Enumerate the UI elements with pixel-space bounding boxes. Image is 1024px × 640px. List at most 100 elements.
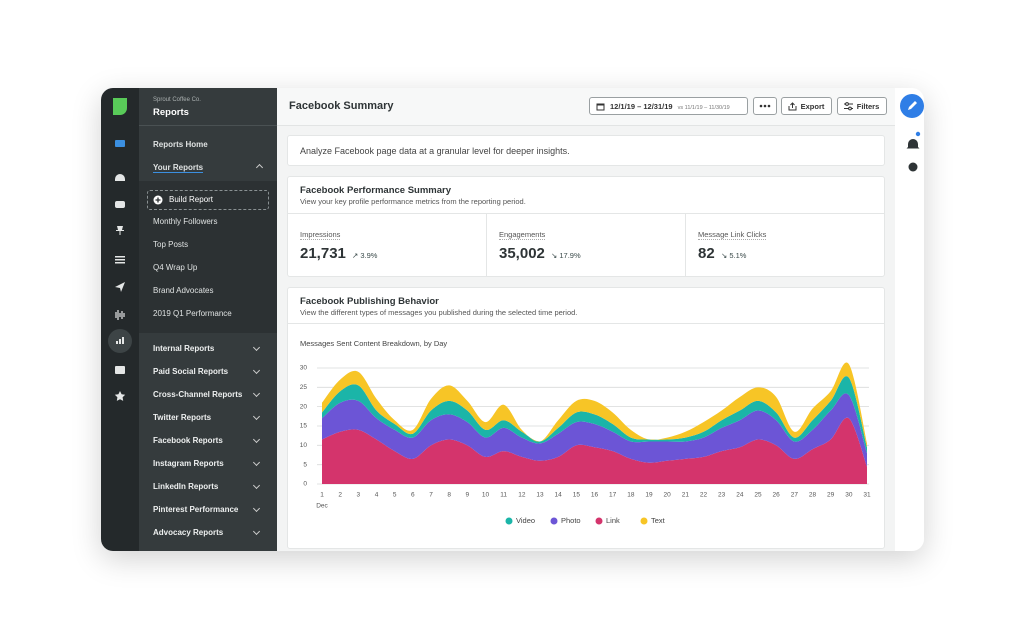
x-tick-label: 28 xyxy=(809,492,817,499)
nav-icon[interactable] xyxy=(116,226,124,235)
metric-value: 82 xyxy=(698,245,715,262)
metric-change: ↘ 5.1% xyxy=(721,251,747,260)
nav-icon[interactable] xyxy=(115,201,125,208)
nav-icon[interactable] xyxy=(115,366,125,374)
divider xyxy=(139,125,277,126)
rail-icons xyxy=(108,98,132,401)
x-tick-label: 24 xyxy=(736,492,744,499)
plus-icon xyxy=(153,195,163,205)
notification-dot xyxy=(915,131,921,137)
filters-button[interactable]: Filters xyxy=(837,97,887,115)
x-tick-label: 30 xyxy=(845,492,853,499)
logo xyxy=(113,98,127,115)
x-tick-label: 26 xyxy=(773,492,781,499)
nav-icon[interactable] xyxy=(115,310,125,320)
calendar-icon xyxy=(596,103,605,111)
x-tick-label: 21 xyxy=(682,492,690,499)
x-tick-label: 16 xyxy=(591,492,599,499)
metric-change: ↗ 3.9% xyxy=(352,251,378,260)
nav-link[interactable]: Reports Home xyxy=(153,140,208,149)
summary-card: Facebook Performance Summary View your k… xyxy=(287,176,885,277)
right-rail xyxy=(895,88,924,551)
x-tick-label: 17 xyxy=(609,492,617,499)
report-section[interactable]: Twitter Reports xyxy=(153,413,263,422)
card-subtitle: View the different types of messages you… xyxy=(300,308,578,317)
report-link[interactable]: Monthly Followers xyxy=(153,217,218,226)
x-tick-label: 3 xyxy=(357,492,361,499)
nav-icon[interactable] xyxy=(114,391,126,401)
export-icon xyxy=(788,102,797,111)
card-title: Facebook Performance Summary xyxy=(300,185,452,196)
nav-icon[interactable] xyxy=(116,337,124,344)
sidebar-title: Reports xyxy=(153,107,189,118)
chevron xyxy=(255,163,264,172)
divider xyxy=(288,213,884,214)
date-range: 12/1/19 – 12/31/19 xyxy=(610,102,673,111)
report-list: Build Report Monthly Followers Top Posts Q… xyxy=(139,181,277,333)
report-section[interactable]: Internal Reports xyxy=(153,344,263,353)
divider xyxy=(486,214,487,277)
x-tick-label: 29 xyxy=(827,492,835,499)
more-button[interactable] xyxy=(753,97,777,115)
x-tick-label: 9 xyxy=(466,492,470,499)
x-tick-label: 20 xyxy=(664,492,672,499)
legend-label: Link xyxy=(606,516,620,525)
metric-value: 21,731 xyxy=(300,245,346,262)
metric-label: Engagements xyxy=(499,230,546,240)
report-link[interactable]: Brand Advocates xyxy=(153,286,214,295)
x-period-label: Dec xyxy=(316,503,328,510)
x-tick-label: 5 xyxy=(393,492,397,499)
nav-link[interactable]: Your Reports xyxy=(153,163,204,173)
report-link[interactable]: Q4 Wrap Up xyxy=(153,263,198,272)
report-section[interactable]: Advocacy Reports xyxy=(153,528,263,537)
nav-icon[interactable] xyxy=(115,140,125,147)
legend-swatch xyxy=(550,517,558,525)
area xyxy=(322,376,867,454)
x-tick-label: 14 xyxy=(555,492,563,499)
chart: Messages Sent Content Breakdown, by Day … xyxy=(300,339,871,525)
report-section[interactable]: Instagram Reports xyxy=(153,459,263,468)
icon-rail xyxy=(101,88,139,551)
metric-label: Impressions xyxy=(300,230,341,240)
nav-icon[interactable] xyxy=(115,174,125,181)
page-title: Facebook Summary xyxy=(289,100,394,112)
report-section[interactable]: Paid Social Reports xyxy=(153,367,263,376)
build-report-label: Build Report xyxy=(169,195,214,204)
legend-label: Video xyxy=(516,516,535,525)
date-picker[interactable]: 12/1/19 – 12/31/19 vs 11/1/19 – 11/30/19 xyxy=(589,97,748,115)
intro-card: Analyze Facebook page data at a granular… xyxy=(287,135,885,166)
report-section[interactable]: Facebook Reports xyxy=(153,436,263,445)
legend-label: Text xyxy=(651,516,666,525)
x-tick-label: 1 xyxy=(320,492,324,499)
export-label: Export xyxy=(800,102,825,111)
nav-icon[interactable] xyxy=(115,282,125,292)
divider xyxy=(685,214,686,277)
report-section[interactable]: LinkedIn Reports xyxy=(153,482,263,491)
metric-label: Message Link Clicks xyxy=(698,230,767,240)
legend-swatch xyxy=(640,517,648,525)
y-tick-label: 5 xyxy=(303,461,307,468)
report-section[interactable]: Cross-Channel Reports xyxy=(153,390,263,399)
sidebar: Sprout Coffee Co. Reports Reports Home Y… xyxy=(139,88,277,551)
y-tick-label: 25 xyxy=(300,384,308,391)
filters-label: Filters xyxy=(856,102,880,111)
nav-icon-part xyxy=(115,259,125,261)
report-section[interactable]: Pinterest Performance xyxy=(153,505,263,514)
compare-range: vs 11/1/19 – 11/30/19 xyxy=(677,105,730,111)
y-tick-label: 0 xyxy=(303,481,307,488)
nav-icon[interactable] xyxy=(115,256,125,258)
export-button[interactable]: Export xyxy=(781,97,832,115)
divider xyxy=(288,323,884,324)
notifications[interactable] xyxy=(906,139,920,149)
report-link[interactable]: Top Posts xyxy=(153,240,189,249)
right-icons xyxy=(900,94,924,172)
x-tick-label: 4 xyxy=(375,492,379,499)
report-link[interactable]: 2019 Q1 Performance xyxy=(153,309,232,318)
metric-change: ↘ 17.9% xyxy=(551,251,581,260)
legend-label: Photo xyxy=(561,516,581,525)
build-report-button[interactable]: Build Report xyxy=(147,190,269,210)
x-tick-label: 7 xyxy=(429,492,433,499)
x-tick-label: 10 xyxy=(482,492,490,499)
help[interactable] xyxy=(908,162,918,172)
